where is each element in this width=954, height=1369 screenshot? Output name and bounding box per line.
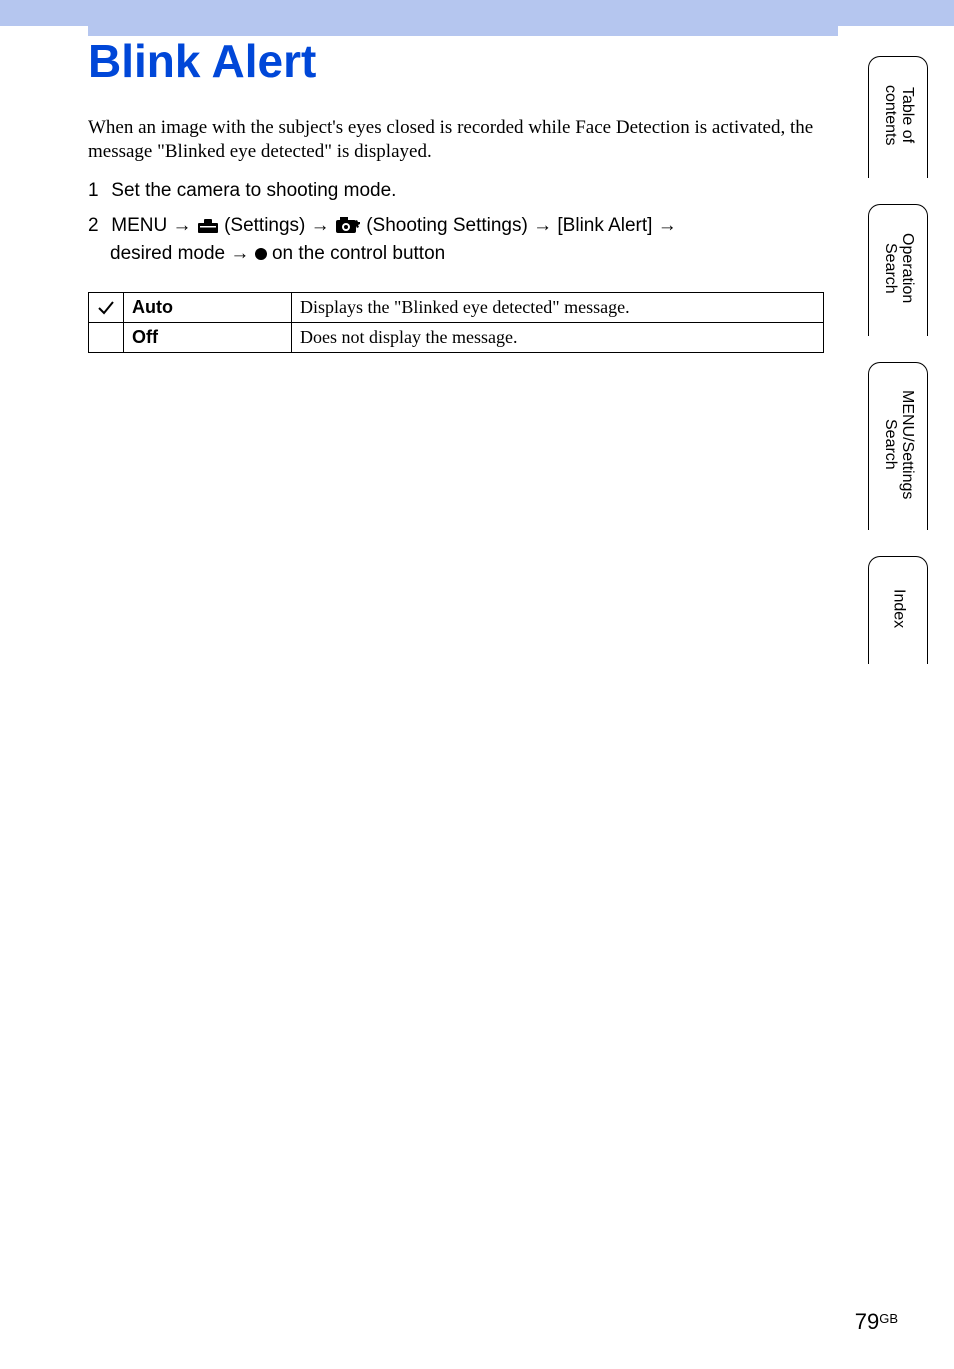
tab-label: Table of contents xyxy=(881,75,915,159)
header-bar xyxy=(0,0,954,26)
table-row: Auto Displays the "Blinked eye detected"… xyxy=(89,293,824,323)
tab-label: Operation Search xyxy=(881,223,915,317)
control-center-dot-icon xyxy=(255,248,267,260)
manual-page: Blink Alert When an image with the subje… xyxy=(0,0,954,1369)
arrow-icon: → xyxy=(230,243,249,264)
steps-list: 1 Set the camera to shooting mode. 2 MEN… xyxy=(88,177,858,275)
tab-index[interactable]: Index xyxy=(868,556,928,664)
arrow-icon: → xyxy=(658,215,677,236)
desired-mode-label: desired mode xyxy=(110,243,225,264)
page-number-value: 79 xyxy=(855,1309,879,1334)
default-check-cell xyxy=(89,293,124,323)
arrow-icon: → xyxy=(173,215,192,236)
settings-label: (Settings) xyxy=(224,215,305,236)
step-1: 1 Set the camera to shooting mode. xyxy=(88,177,858,206)
step-continuation: desired mode → on the control button xyxy=(110,240,858,269)
table-row: Off Does not display the message. xyxy=(89,323,824,353)
option-label: Off xyxy=(124,323,292,353)
step-text: MENU → (Settings) → (Shooting Settings) … xyxy=(111,215,676,236)
option-description: Displays the "Blinked eye detected" mess… xyxy=(292,293,824,323)
intro-paragraph: When an image with the subject's eyes cl… xyxy=(88,116,858,164)
arrow-icon: → xyxy=(311,215,330,236)
arrow-icon: → xyxy=(533,215,552,236)
toolbox-icon xyxy=(197,218,219,234)
option-label: Auto xyxy=(124,293,292,323)
check-icon xyxy=(97,300,115,316)
shooting-settings-label: (Shooting Settings) xyxy=(366,215,528,236)
step-text: Set the camera to shooting mode. xyxy=(111,180,396,201)
blink-alert-label: [Blink Alert] xyxy=(557,215,652,236)
page-number-suffix: GB xyxy=(879,1311,898,1326)
tab-menu-settings-search[interactable]: MENU/Settings Search xyxy=(868,362,928,530)
option-description: Does not display the message. xyxy=(292,323,824,353)
side-nav-tabs: Table of contents Operation Search MENU/… xyxy=(854,56,942,690)
tab-table-of-contents[interactable]: Table of contents xyxy=(868,56,928,178)
tab-operation-search[interactable]: Operation Search xyxy=(868,204,928,336)
options-table: Auto Displays the "Blinked eye detected"… xyxy=(88,292,824,353)
camera-gear-icon xyxy=(335,216,361,234)
tab-label: Index xyxy=(890,579,907,642)
page-number: 79GB xyxy=(855,1309,898,1335)
control-button-label: on the control button xyxy=(272,243,445,264)
step-number: 2 xyxy=(88,212,106,241)
menu-label: MENU xyxy=(111,215,167,236)
step-number: 1 xyxy=(88,177,106,206)
page-title: Blink Alert xyxy=(88,34,316,88)
tab-label: MENU/Settings Search xyxy=(881,380,915,513)
step-2: 2 MENU → (Settings) → (Shooting Settings… xyxy=(88,212,858,269)
default-check-cell xyxy=(89,323,124,353)
